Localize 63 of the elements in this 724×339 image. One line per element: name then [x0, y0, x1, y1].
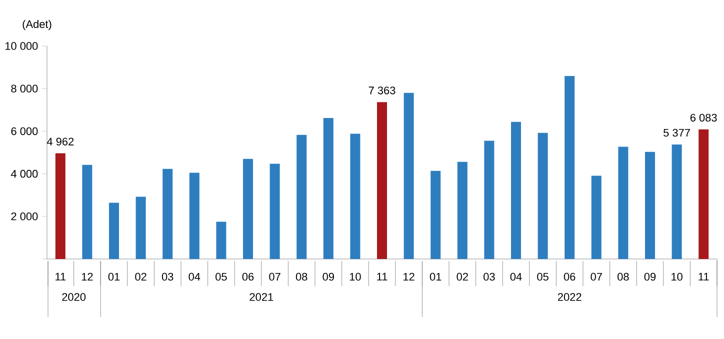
bar: [323, 118, 334, 259]
x-tick-label: 03: [162, 272, 174, 281]
x-tick-label: 08: [618, 272, 629, 281]
x-tick-label: 05: [537, 272, 548, 281]
x-tick-label: 06: [564, 272, 576, 281]
y-tick-label: 10 000: [5, 42, 38, 50]
bar: [162, 168, 173, 259]
x-tick-label: 01: [430, 272, 442, 281]
x-tick-label: 10: [350, 272, 361, 281]
x-tick-label: 10: [672, 272, 682, 281]
bar: [538, 132, 548, 259]
x-tick-label: 09: [644, 272, 656, 281]
x-tick-label: 12: [82, 272, 93, 281]
bar: [484, 140, 494, 259]
bar: [511, 122, 522, 259]
x-tick-label: 02: [456, 272, 468, 281]
y-tick-label: 6 000: [11, 127, 38, 136]
data-label: 4 962: [46, 138, 74, 146]
bar: [404, 92, 414, 259]
x-tick-label: 03: [484, 272, 495, 281]
bar: [136, 196, 146, 259]
x-tick-label: 07: [590, 272, 602, 281]
bar: [618, 146, 628, 259]
x-tick-label: 01: [108, 272, 120, 281]
bar: [109, 202, 119, 259]
bar: [377, 102, 388, 259]
data-label: 7 363: [368, 86, 396, 94]
bar: [698, 129, 709, 259]
text: 2020: [62, 293, 86, 301]
bar: [645, 152, 656, 259]
data-label: 6 083: [690, 114, 717, 122]
x-tick-label: 11: [56, 272, 66, 280]
bar: [216, 222, 226, 259]
bar: [82, 164, 92, 259]
y-tick-label: 4 000: [10, 170, 38, 178]
bar: [270, 164, 280, 259]
x-tick-label: 04: [188, 272, 200, 281]
x-tick-label: 11: [377, 272, 388, 280]
x-tick-label: 12: [404, 272, 414, 281]
bar: [672, 144, 682, 259]
x-tick-label: 02: [135, 272, 146, 281]
x-tick-label: 06: [242, 272, 254, 281]
x-tick-label: 07: [269, 272, 280, 281]
y-tick-label: 8 000: [11, 84, 38, 92]
data-label: 5 377: [664, 128, 690, 137]
x-tick-label: 04: [510, 272, 522, 281]
y-tick-label: 2 000: [11, 212, 38, 220]
x-tick-label: 11: [698, 272, 709, 280]
bar: [591, 176, 602, 259]
y-axis-title: (Adet): [22, 20, 52, 30]
bar: [457, 162, 468, 259]
bar: [243, 158, 254, 259]
text: 2021: [250, 293, 274, 301]
bar: [430, 170, 441, 259]
x-tick-label: 09: [322, 272, 334, 281]
bar: [296, 134, 307, 259]
text: 2022: [558, 293, 582, 301]
bar: [55, 153, 66, 259]
bar: [350, 134, 360, 259]
x-tick-label: 05: [216, 272, 227, 281]
bar: [189, 172, 200, 259]
bar: [564, 76, 575, 259]
x-tick-label: 08: [296, 272, 308, 281]
